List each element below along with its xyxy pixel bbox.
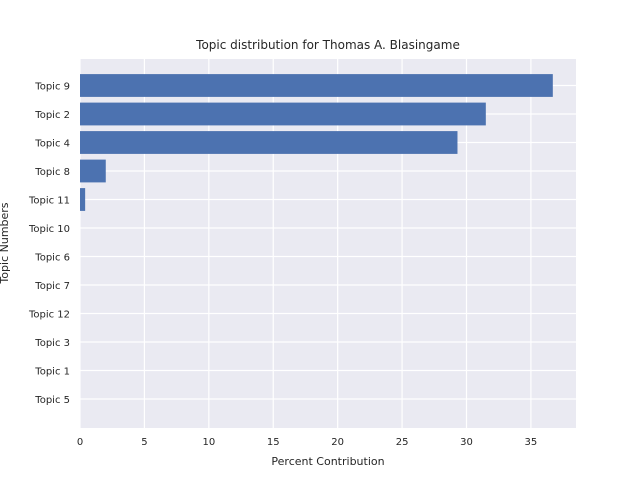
y-tick-label: Topic 5 — [34, 395, 70, 406]
y-tick-label: Topic 10 — [28, 224, 70, 235]
bar-topic-11 — [80, 188, 86, 211]
y-tick-label: Topic 3 — [34, 338, 70, 349]
x-tick-label: 30 — [460, 437, 473, 448]
bars — [80, 74, 553, 211]
y-tick-label: Topic 8 — [34, 167, 70, 178]
x-tick-labels: 0 5 10 15 20 25 30 35 — [77, 437, 537, 448]
x-tick-label: 15 — [267, 437, 280, 448]
y-tick-label: Topic 9 — [34, 82, 70, 93]
y-tick-label: Topic 12 — [28, 310, 70, 321]
y-tick-labels: Topic 9 Topic 2 Topic 4 Topic 8 Topic 11 Topi… — [28, 82, 70, 407]
x-axis-label: Percent Contribution — [271, 455, 384, 468]
x-tick-label: 5 — [141, 437, 147, 448]
x-tick-label: 20 — [331, 437, 344, 448]
y-tick-label: Topic 4 — [34, 139, 70, 150]
x-tick-label: 10 — [202, 437, 215, 448]
bar-topic-4 — [80, 131, 458, 154]
x-tick-label: 0 — [77, 437, 83, 448]
bar-topic-8 — [80, 159, 106, 183]
x-tick-label: 35 — [525, 437, 538, 448]
y-tick-label: Topic 6 — [34, 253, 70, 264]
y-tick-label: Topic 2 — [34, 110, 70, 121]
x-tick-label: 25 — [396, 437, 409, 448]
y-tick-label: Topic 7 — [34, 281, 70, 292]
y-tick-label: Topic 11 — [28, 196, 70, 207]
y-axis-label: Topic Numbers — [0, 202, 11, 284]
bar-topic-9 — [80, 74, 553, 97]
bar-topic-2 — [80, 102, 486, 126]
y-tick-label: Topic 1 — [34, 367, 70, 378]
chart-title: Topic distribution for Thomas A. Blasing… — [195, 38, 460, 52]
